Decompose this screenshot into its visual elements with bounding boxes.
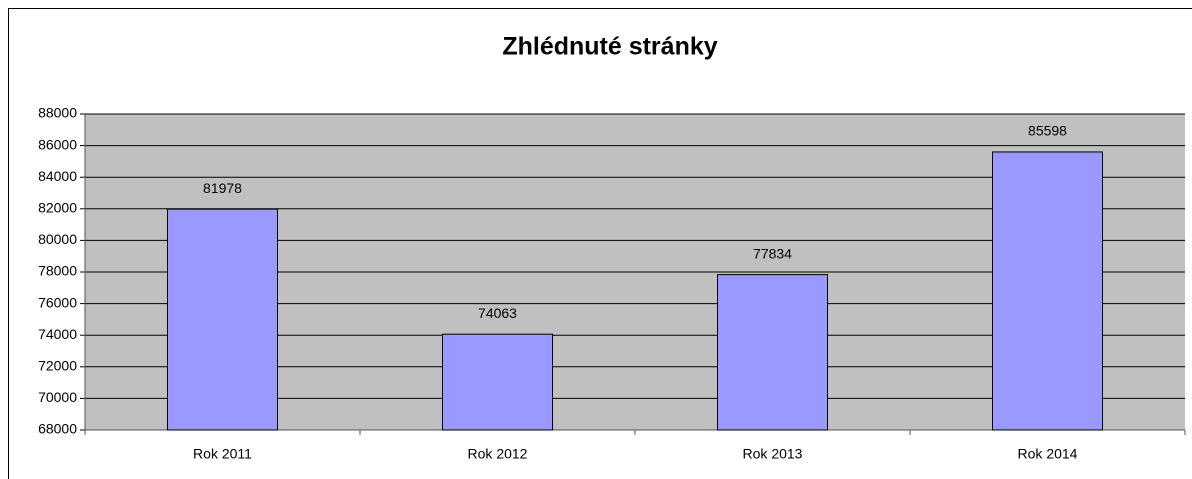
y-tick-label: 84000 (38, 168, 77, 184)
data-label: 81978 (203, 180, 242, 196)
y-tick-label: 80000 (38, 231, 77, 247)
bar (992, 151, 1103, 431)
x-tick-label: Rok 2013 (743, 446, 803, 462)
y-tick-label: 72000 (38, 358, 77, 374)
y-tick-label: 70000 (38, 389, 77, 405)
bar (167, 208, 278, 431)
y-tick-label: 74000 (38, 326, 77, 342)
x-tick-label: Rok 2012 (468, 446, 528, 462)
data-label: 85598 (1028, 123, 1067, 139)
y-tick-label: 86000 (38, 136, 77, 152)
x-tick-label: Rok 2011 (193, 446, 252, 462)
y-tick-label: 78000 (38, 263, 77, 279)
bar (442, 333, 553, 431)
data-label: 77834 (753, 245, 792, 261)
x-tick-label: Rok 2014 (1018, 446, 1078, 462)
data-label: 74063 (478, 305, 517, 321)
chart-title: Zhlédnuté stránky (502, 33, 717, 61)
bar (717, 274, 828, 431)
y-tick-label: 88000 (38, 105, 77, 121)
y-tick-label: 82000 (38, 200, 77, 216)
y-tick-label: 68000 (38, 421, 77, 437)
y-tick-label: 76000 (38, 294, 77, 310)
